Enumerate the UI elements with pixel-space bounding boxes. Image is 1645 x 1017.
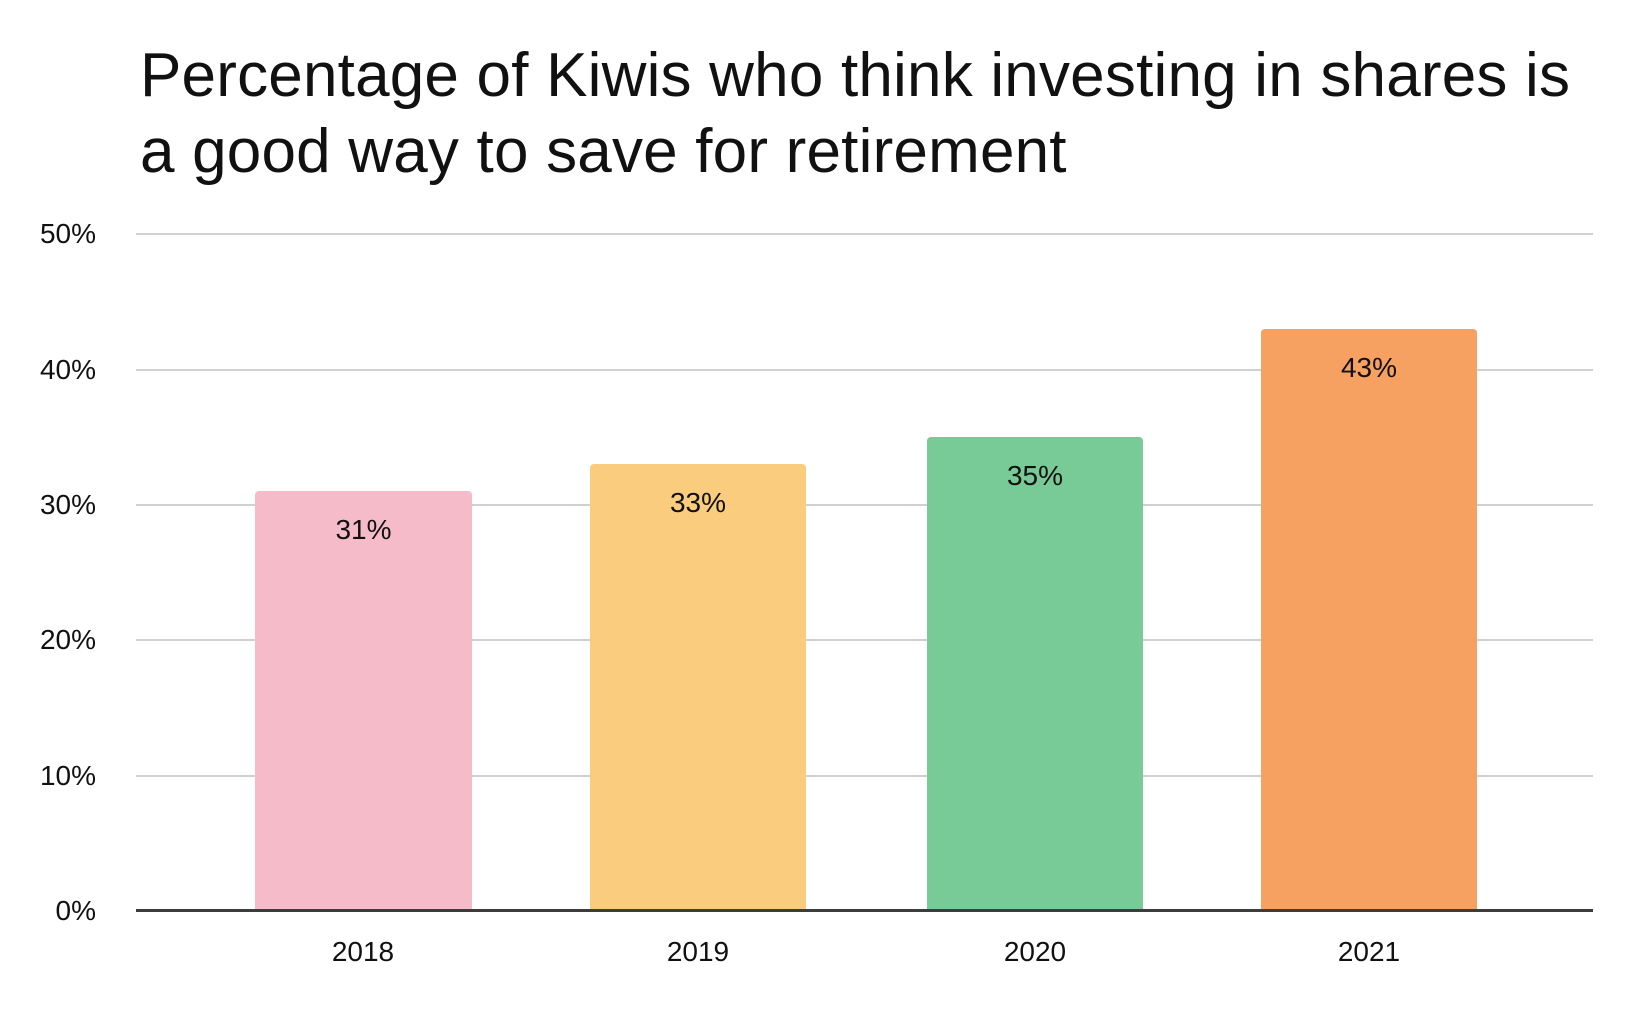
y-tick-label: 20%: [39, 624, 96, 655]
bar-value-label: 31%: [335, 514, 392, 545]
x-tick-label: 2021: [1337, 936, 1401, 967]
bar-value-label: 43%: [1340, 352, 1398, 383]
gridline-30: [136, 504, 1593, 506]
chart-title: Percentage of Kiwis who think investing …: [140, 41, 1571, 186]
x-axis-line: [136, 909, 1593, 912]
y-tick-label: 30%: [39, 489, 96, 520]
gridline-40: [136, 369, 1593, 371]
bar-2020: 35%: [927, 437, 1143, 911]
gridline-10: [136, 775, 1593, 777]
x-tick-label: 2020: [1003, 936, 1067, 967]
x-tick-label: 2018: [331, 936, 395, 967]
bar-value-label: 33%: [669, 487, 727, 518]
gridline-20: [136, 639, 1593, 641]
bar-2019: 33%: [590, 464, 806, 911]
bar-value-label: 35%: [1006, 460, 1064, 491]
x-tick-label: 2019: [666, 936, 730, 967]
y-tick-label: 50%: [39, 218, 96, 249]
bar-2018: 31%: [255, 491, 472, 911]
y-tick-label: 0%: [55, 895, 96, 926]
y-tick-label: 40%: [39, 354, 96, 385]
bar-2021: 43%: [1261, 329, 1477, 911]
y-tick-label: 10%: [39, 760, 96, 791]
gridline-50: [136, 233, 1593, 235]
